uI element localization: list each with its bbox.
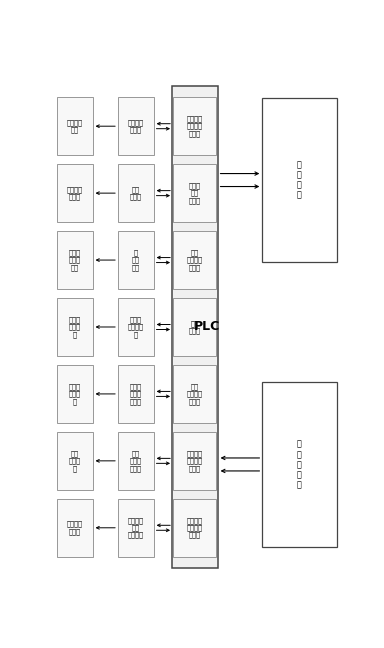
Text: 温度
控制器: 温度 控制器 <box>130 186 142 200</box>
Text: 压力稳压
压力稳压
子系统: 压力稳压 压力稳压 子系统 <box>187 115 203 137</box>
Bar <box>262 98 337 262</box>
Bar <box>262 382 337 547</box>
Bar <box>57 97 93 155</box>
Bar <box>57 231 93 289</box>
Text: 温度控制
传感器: 温度控制 传感器 <box>67 186 83 200</box>
Bar <box>118 231 154 289</box>
Bar <box>118 365 154 423</box>
Bar <box>172 86 218 568</box>
Bar <box>57 499 93 557</box>
Bar <box>173 499 216 557</box>
Bar <box>57 164 93 222</box>
Text: 防喘振
控制器
图: 防喘振 控制器 图 <box>69 316 81 338</box>
Text: 防喘振
放气阀
控制器: 防喘振 放气阀 控制器 <box>130 383 142 404</box>
Bar <box>57 432 93 490</box>
Bar <box>118 432 154 490</box>
Bar <box>173 97 216 155</box>
Text: 位置采集
位置控制
子系统: 位置采集 位置控制 子系统 <box>187 450 203 472</box>
Bar <box>57 298 93 356</box>
Bar <box>173 164 216 222</box>
Text: 压力稳压
存储器: 压力稳压 存储器 <box>128 119 144 133</box>
Text: 风机转速
传感器: 风机转速 传感器 <box>67 521 83 535</box>
Bar <box>173 298 216 356</box>
Text: 振动
振动信号
子系统: 振动 振动信号 子系统 <box>187 249 203 271</box>
Text: 第二
放气阀
控制器: 第二 放气阀 控制器 <box>130 450 142 472</box>
Text: 第一
放气阀
图: 第一 放气阀 图 <box>69 450 81 472</box>
Text: 液
务
服
务: 液 务 服 务 <box>297 161 302 200</box>
Bar <box>118 97 154 155</box>
Text: 风机转速
控制
服务系统: 风机转速 控制 服务系统 <box>128 517 144 538</box>
Bar <box>57 365 93 423</box>
Text: PLC: PLC <box>194 321 221 334</box>
Text: 温度升
温度
子系统: 温度升 温度 子系统 <box>189 183 200 203</box>
Text: 防喘振
安全控制
器: 防喘振 安全控制 器 <box>128 316 144 338</box>
Text: 固
态
服
务
器: 固 态 服 务 器 <box>297 440 302 489</box>
Bar <box>173 432 216 490</box>
Text: 多参数
传感器
控制: 多参数 传感器 控制 <box>69 249 81 271</box>
Text: 防喘振
放气阀
电: 防喘振 放气阀 电 <box>69 383 81 404</box>
Text: 风机位置
风机位置
子系统: 风机位置 风机位置 子系统 <box>187 517 203 538</box>
Bar <box>118 298 154 356</box>
Text: 压力稳压
存储: 压力稳压 存储 <box>67 119 83 133</box>
Text: 消音
子系统: 消音 子系统 <box>189 320 200 334</box>
Text: 多
参数
调用: 多 参数 调用 <box>132 249 140 271</box>
Text: 温度
温度采集
子系统: 温度 温度采集 子系统 <box>187 383 203 404</box>
Bar <box>173 231 216 289</box>
Bar <box>173 365 216 423</box>
Bar <box>118 164 154 222</box>
Bar <box>118 499 154 557</box>
